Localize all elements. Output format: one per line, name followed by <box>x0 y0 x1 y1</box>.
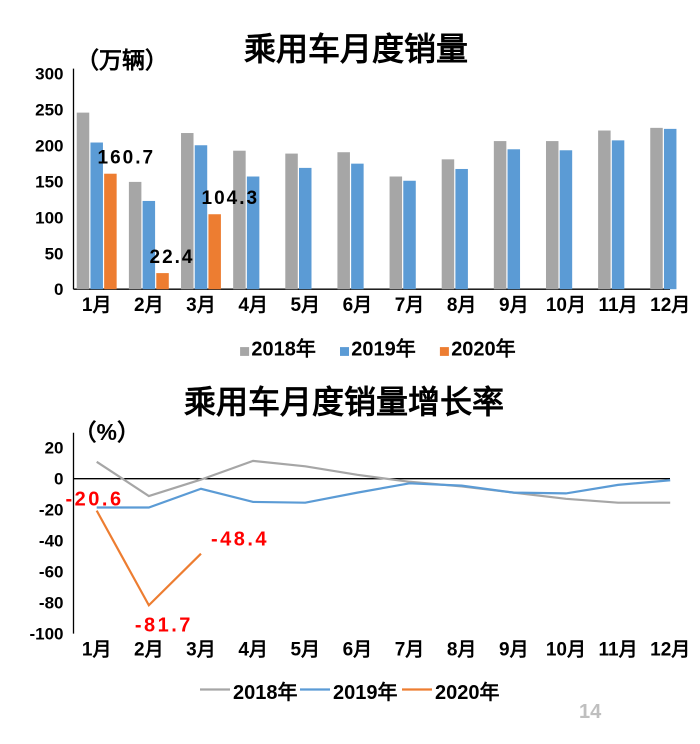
svg-text:乘用车月度销量增长率: 乘用车月度销量增长率 <box>184 384 504 420</box>
svg-text:（万辆）: （万辆） <box>76 47 168 73</box>
svg-text:4月: 4月 <box>238 295 268 316</box>
svg-text:10月: 10月 <box>546 295 586 316</box>
svg-text:200: 200 <box>35 136 63 155</box>
svg-text:4月: 4月 <box>238 640 268 661</box>
svg-text:-81.7: -81.7 <box>135 614 193 636</box>
svg-text:0: 0 <box>54 280 63 299</box>
svg-text:2020年: 2020年 <box>435 680 500 704</box>
svg-text:160.7: 160.7 <box>98 148 156 169</box>
svg-text:2020年: 2020年 <box>451 337 516 361</box>
svg-text:0: 0 <box>54 470 63 489</box>
svg-text:22.4: 22.4 <box>150 247 195 268</box>
svg-text:-40: -40 <box>39 532 64 551</box>
svg-text:5月: 5月 <box>290 640 320 661</box>
svg-text:14: 14 <box>579 701 602 723</box>
svg-text:乘用车月度销量: 乘用车月度销量 <box>244 31 468 67</box>
svg-text:20: 20 <box>45 439 64 458</box>
svg-text:2018年: 2018年 <box>233 680 298 704</box>
svg-text:（%）: （%） <box>74 419 140 445</box>
svg-text:2月: 2月 <box>134 640 164 661</box>
svg-text:11月: 11月 <box>599 640 638 661</box>
svg-text:1月: 1月 <box>82 640 112 661</box>
svg-text:2019年: 2019年 <box>333 680 398 704</box>
svg-text:300: 300 <box>35 65 63 84</box>
svg-text:7月: 7月 <box>395 295 425 316</box>
svg-text:-20.6: -20.6 <box>66 489 124 511</box>
svg-text:2019年: 2019年 <box>351 337 416 361</box>
svg-text:2月: 2月 <box>134 295 164 316</box>
svg-text:2018年: 2018年 <box>251 337 316 361</box>
svg-text:-20: -20 <box>39 501 64 520</box>
svg-text:1月: 1月 <box>82 295 112 316</box>
svg-text:6月: 6月 <box>343 640 373 661</box>
svg-text:7月: 7月 <box>395 640 425 661</box>
svg-text:5月: 5月 <box>290 295 320 316</box>
svg-text:11月: 11月 <box>599 295 638 316</box>
svg-text:100: 100 <box>35 208 63 227</box>
svg-text:3月: 3月 <box>186 295 216 316</box>
svg-text:12月: 12月 <box>650 640 690 661</box>
svg-text:12月: 12月 <box>650 295 690 316</box>
svg-text:50: 50 <box>45 244 64 263</box>
svg-text:250: 250 <box>35 101 63 120</box>
svg-text:-80: -80 <box>39 594 64 613</box>
svg-text:-60: -60 <box>39 563 64 582</box>
svg-text:-100: -100 <box>29 625 63 644</box>
svg-text:10月: 10月 <box>546 640 586 661</box>
svg-text:6月: 6月 <box>343 295 373 316</box>
svg-text:3月: 3月 <box>186 640 216 661</box>
svg-text:-48.4: -48.4 <box>211 529 269 551</box>
svg-text:8月: 8月 <box>447 640 477 661</box>
svg-text:104.3: 104.3 <box>202 188 260 209</box>
svg-text:9月: 9月 <box>499 295 529 316</box>
svg-text:150: 150 <box>35 172 63 191</box>
svg-text:9月: 9月 <box>499 640 529 661</box>
svg-text:8月: 8月 <box>447 295 477 316</box>
